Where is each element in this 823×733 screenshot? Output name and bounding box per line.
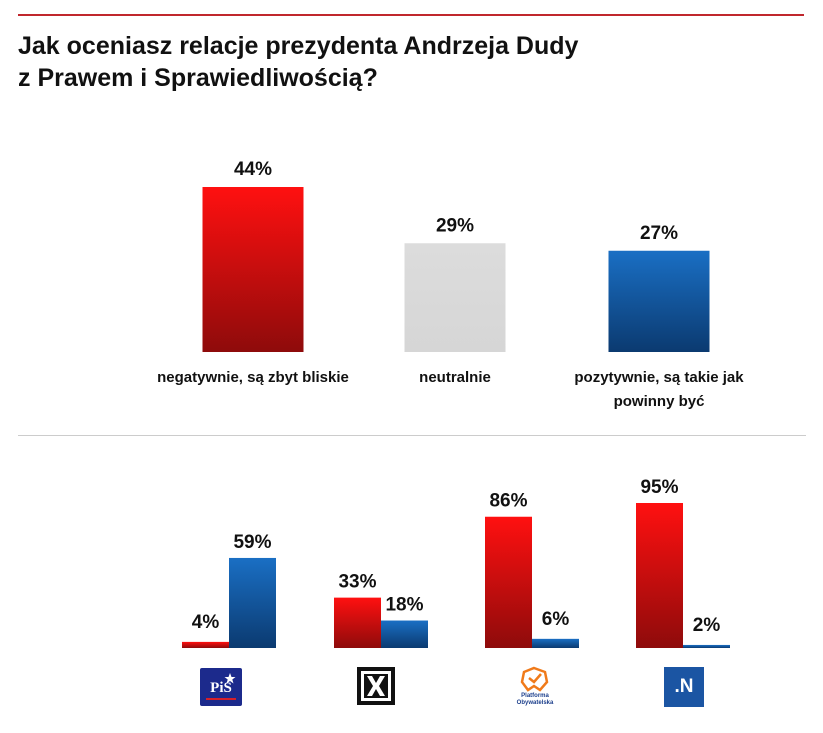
party-bar-label-0-0: 4% — [192, 612, 220, 633]
pis-logo: PiS — [200, 668, 242, 706]
party-bar-0-1 — [229, 557, 276, 648]
overall-bar-2 — [608, 250, 710, 352]
overall-category-label-1-0: neutralnie — [419, 369, 491, 386]
party-bar-2-1 — [532, 638, 579, 648]
overall-bar-label-0: 44% — [234, 159, 272, 180]
nowoczesna-logo: .N — [664, 667, 704, 707]
chart-title-line1: Jak oceniasz relacje prezydenta Andrzeja… — [18, 32, 579, 60]
overall-bar-1 — [404, 243, 506, 352]
overall-category-label-2-1: powinny być — [614, 393, 705, 410]
po-logo-line1: Platforma — [521, 693, 549, 699]
pis-logo-text: PiS — [210, 680, 232, 696]
party-bar-1-1 — [381, 620, 428, 648]
party-bar-3-1 — [683, 644, 730, 648]
overall-category-label-0-0: negatywnie, są zbyt bliskie — [157, 369, 349, 386]
kukiz-logo — [357, 667, 395, 705]
section-divider — [18, 435, 806, 436]
party-bar-label-2-1: 6% — [542, 609, 570, 630]
top-rule — [18, 14, 804, 16]
po-logo: Platforma Obywatelska — [510, 664, 560, 708]
party-bar-label-0-1: 59% — [233, 532, 271, 553]
overall-bar-label-1: 29% — [436, 215, 474, 236]
party-bar-label-3-1: 2% — [693, 615, 721, 636]
po-logo-line2: Obywatelska — [516, 700, 554, 706]
chart-title-line2: z Prawem i Sprawiedliwością? — [18, 64, 378, 92]
overall-category-label-2-0: pozytywnie, są takie jak — [574, 369, 744, 386]
overall-chart: 44% negatywnie, są zbyt bliskie 29% neutral… — [157, 159, 744, 410]
party-bar-1-0 — [334, 597, 381, 648]
party-bar-3-0 — [636, 503, 683, 648]
party-chart: 4% 59% 33% 18% 86% 6% 95% 2% — [182, 477, 730, 648]
party-bar-label-2-0: 86% — [489, 491, 527, 512]
chart-title: Jak oceniasz relacje prezydenta Andrzeja… — [18, 30, 718, 94]
nowoczesna-logo-text: .N — [674, 676, 694, 697]
party-bar-label-3-0: 95% — [640, 477, 678, 498]
party-bar-0-0 — [182, 641, 229, 648]
overall-bar-0 — [202, 187, 304, 352]
party-bar-label-1-0: 33% — [338, 572, 376, 593]
party-bar-2-0 — [485, 516, 532, 648]
overall-bar-label-2: 27% — [640, 223, 678, 244]
party-bar-label-1-1: 18% — [385, 595, 423, 616]
